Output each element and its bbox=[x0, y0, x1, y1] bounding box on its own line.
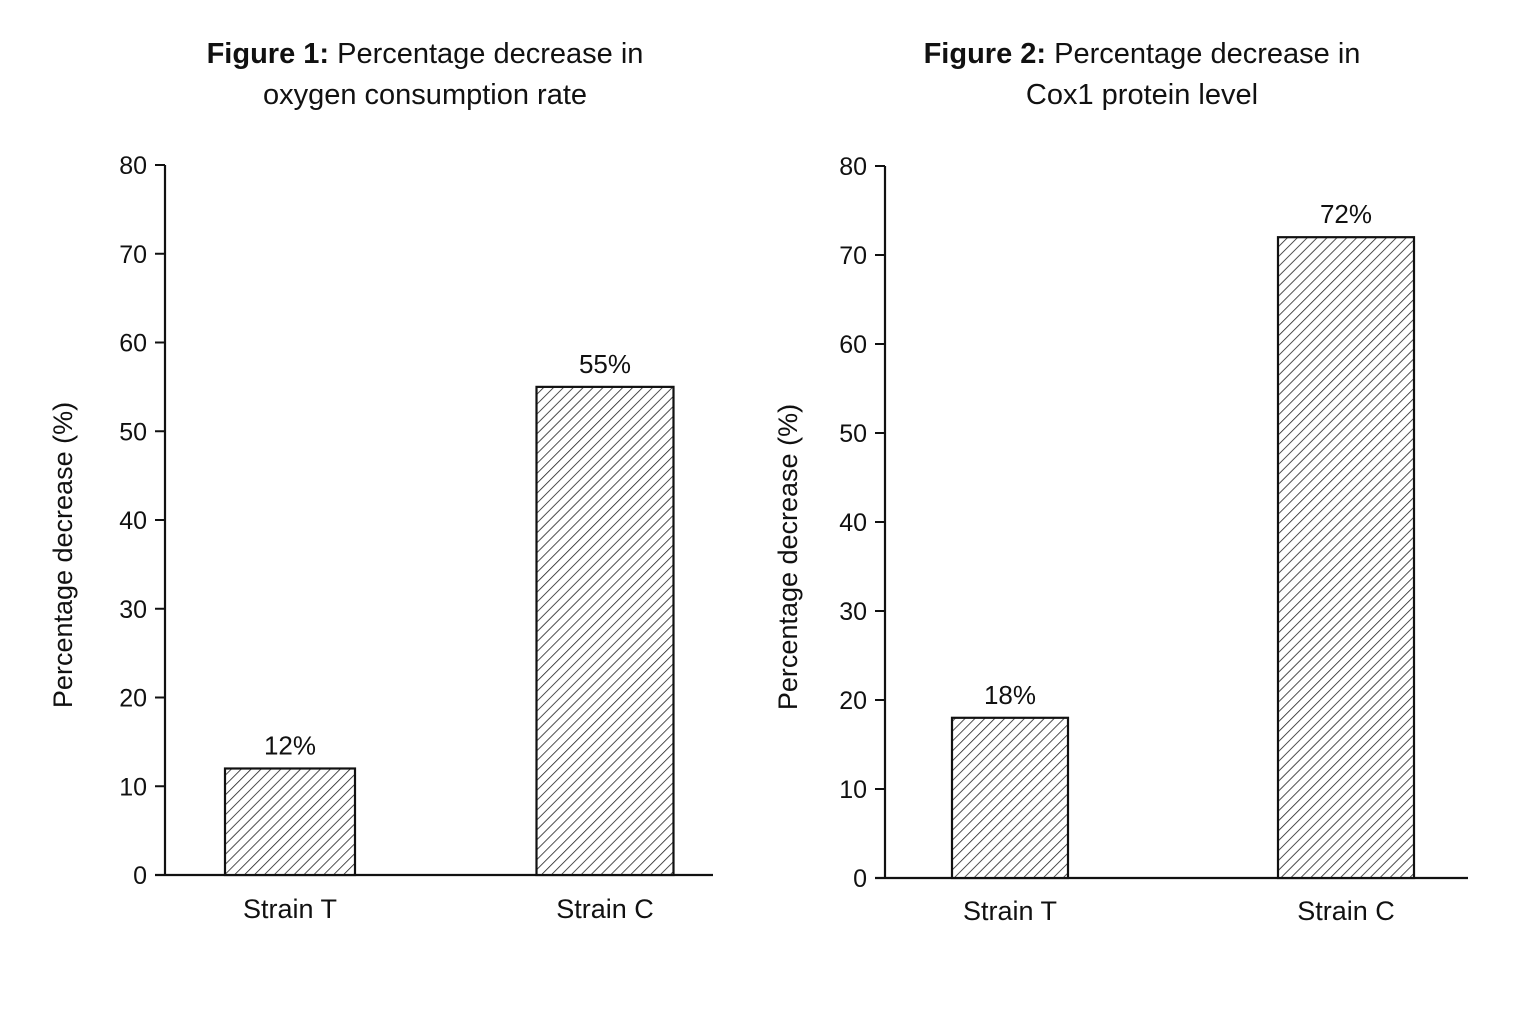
chart-1-figure-label: Figure 1: bbox=[206, 38, 330, 70]
chart-2-y-tick-label: 60 bbox=[839, 331, 867, 359]
chart-1-bar-1 bbox=[223, 767, 357, 877]
chart-1-category-label-2: Strain C bbox=[556, 894, 654, 924]
chart-1-y-tick-label: 60 bbox=[119, 330, 147, 358]
chart-1-y-tick-label: 70 bbox=[119, 241, 147, 269]
chart-2-y-tick-label: 20 bbox=[839, 687, 867, 715]
chart-1-category-label-1: Strain T bbox=[243, 894, 337, 924]
chart-2-y-tick-label: 10 bbox=[839, 776, 867, 804]
chart-2-category-label-2: Strain C bbox=[1297, 896, 1395, 926]
chart-2-y-axis-label: Percentage decrease (%) bbox=[773, 404, 803, 710]
chart-1-y-tick-label: 30 bbox=[119, 596, 147, 624]
chart-2-y-tick-label: 0 bbox=[853, 865, 867, 893]
chart-1-y-tick-label: 50 bbox=[119, 418, 147, 446]
chart-1-y-tick-label: 10 bbox=[119, 773, 147, 801]
chart-1-plot: 0 10 20 30 40 50 60 70 80 Percentage decrease (%)… bbox=[48, 152, 713, 924]
chart-1-bar-2-value-label: 55% bbox=[579, 349, 631, 379]
chart-1-title-text: Percentage decrease in bbox=[337, 38, 644, 70]
chart-2-category-label-1: Strain T bbox=[963, 896, 1057, 926]
chart-1-title: Figure 1: Percentage decrease in oxygen … bbox=[105, 34, 745, 116]
chart-1-title-line2: oxygen consumption rate bbox=[262, 79, 588, 111]
chart-2-title: Figure 2: Percentage decrease in Cox1 pr… bbox=[822, 34, 1462, 116]
chart-1-y-axis-label: Percentage decrease (%) bbox=[48, 402, 78, 708]
chart-2-y-tick-label: 50 bbox=[839, 420, 867, 448]
chart-2-title-line2: Cox1 protein level bbox=[1025, 79, 1259, 111]
chart-2-bar-2-value-label: 72% bbox=[1320, 199, 1372, 229]
chart-2-title-text: Percentage decrease in bbox=[1054, 38, 1361, 70]
chart-1-bar-1-value-label: 12% bbox=[264, 731, 316, 761]
chart-1-y-tick-label: 40 bbox=[119, 507, 147, 535]
chart-1-y-tick-label: 0 bbox=[133, 862, 147, 890]
chart-1-bar-2 bbox=[535, 385, 675, 877]
chart-2-plot: 0 10 20 30 40 50 60 70 80 Percentage decrease (%)… bbox=[773, 153, 1468, 926]
chart-2-y-tick-label: 30 bbox=[839, 598, 867, 626]
chart-1-y-tick-label: 20 bbox=[119, 685, 147, 713]
chart-2-bar-1-value-label: 18% bbox=[984, 680, 1036, 710]
chart-2-figure-label: Figure 2: bbox=[923, 38, 1047, 70]
chart-1-y-tick-label: 80 bbox=[119, 152, 147, 180]
chart-2-bar-1 bbox=[950, 716, 1070, 880]
chart-2-bar-2 bbox=[1276, 236, 1416, 880]
chart-2-y-tick-label: 40 bbox=[839, 509, 867, 537]
chart-2-y-tick-label: 70 bbox=[839, 242, 867, 270]
chart-2-y-tick-label: 80 bbox=[839, 153, 867, 181]
